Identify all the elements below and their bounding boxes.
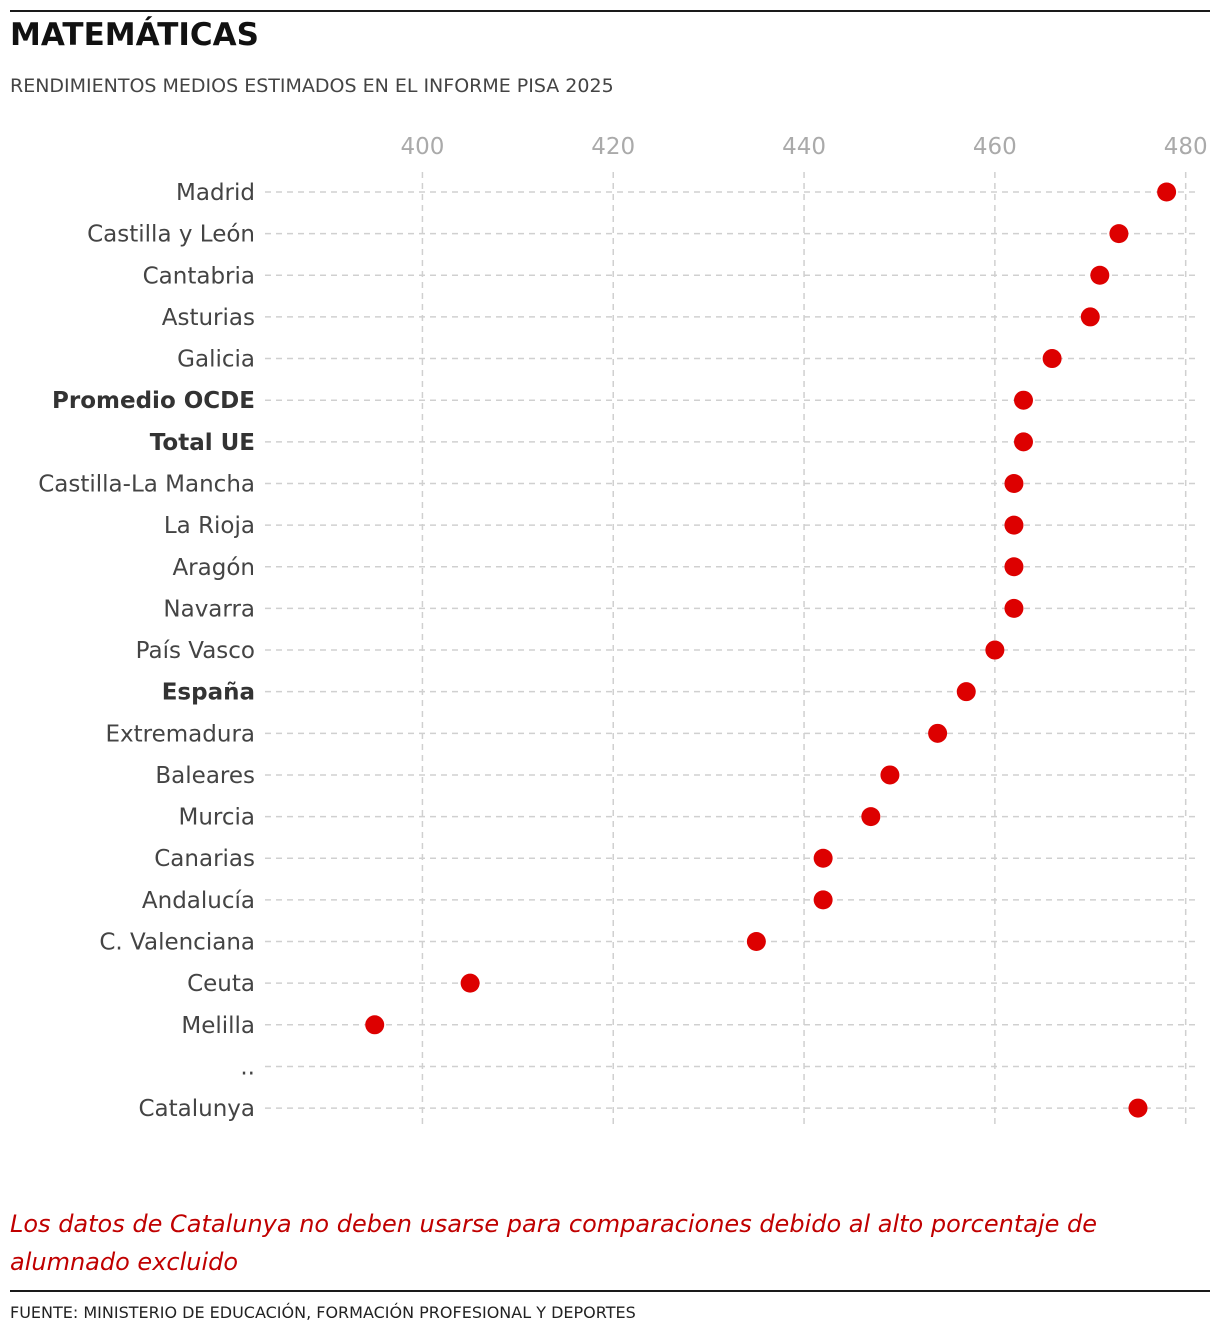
data-point [1004, 598, 1024, 618]
row-label: La Rioja [164, 513, 255, 539]
row-label: Aragón [172, 555, 255, 581]
data-point [1004, 473, 1024, 493]
data-point [1080, 307, 1100, 327]
source-credit: FUENTE: MINISTERIO DE EDUCACIÓN, FORMACI… [10, 1303, 636, 1322]
data-point [956, 682, 976, 702]
data-point [1090, 265, 1110, 285]
data-point [880, 765, 900, 785]
chart-title: MATEMÁTICAS [10, 17, 259, 53]
data-point [1004, 515, 1024, 535]
row-label: Castilla y León [87, 222, 255, 248]
row-label: Baleares [155, 763, 255, 789]
row-label: Navarra [163, 596, 255, 622]
row-label: Canarias [154, 846, 255, 872]
row-label: Madrid [176, 180, 255, 206]
data-point [746, 932, 766, 952]
data-point [1157, 182, 1177, 202]
row-label: Extremadura [106, 721, 256, 747]
row-label: Asturias [162, 305, 255, 331]
data-point [1042, 349, 1062, 369]
data-point [1128, 1098, 1148, 1118]
data-point [813, 890, 833, 910]
data-point [1013, 432, 1033, 452]
dot-plot: 400 420 440 460 480 Madrid Castilla y León Cant… [38, 134, 1208, 1125]
row-label: C. Valenciana [99, 930, 255, 956]
x-tick-label: 400 [400, 134, 444, 160]
row-label: Murcia [178, 805, 255, 831]
data-point [1004, 557, 1024, 577]
x-tick-label: 480 [1164, 134, 1208, 160]
row-label: Catalunya [138, 1096, 255, 1122]
row-label: Total UE [150, 430, 255, 456]
data-point [861, 807, 881, 827]
row-label: .. [240, 1054, 255, 1080]
x-tick-label: 460 [973, 134, 1017, 160]
row-label: Galicia [177, 347, 255, 373]
x-tick-label: 420 [591, 134, 635, 160]
row-label: Ceuta [187, 971, 255, 997]
data-point [985, 640, 1005, 660]
data-point [460, 973, 480, 993]
data-point [365, 1015, 385, 1035]
catalunya-note: Los datos de Catalunya no deben usarse p… [10, 1210, 1098, 1276]
row-label: España [162, 680, 255, 706]
row-label: Promedio OCDE [52, 388, 255, 414]
data-point [1109, 224, 1129, 244]
data-point [813, 848, 833, 868]
row-label: Melilla [181, 1013, 255, 1039]
x-tick-label: 440 [782, 134, 826, 160]
row-label: Andalucía [142, 888, 255, 914]
chart-subtitle: RENDIMIENTOS MEDIOS ESTIMADOS EN EL INFO… [10, 75, 614, 97]
row-label: País Vasco [136, 638, 255, 664]
data-point [928, 723, 948, 743]
row-label: Castilla-La Mancha [38, 471, 255, 497]
bottom-rule [10, 1290, 1210, 1292]
top-rule [10, 10, 1210, 12]
row-label: Cantabria [143, 263, 255, 289]
data-point [1013, 390, 1033, 410]
